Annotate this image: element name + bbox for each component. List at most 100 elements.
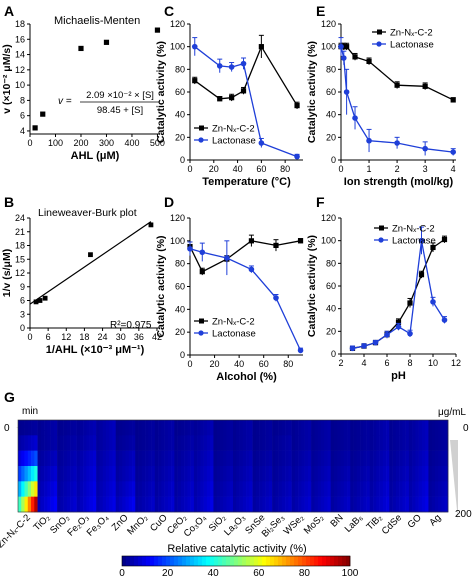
g-heatmap-cell [164, 466, 169, 482]
g-heatmap-cell [167, 450, 172, 467]
c-x-tick-label: 20 [209, 164, 219, 174]
g-heatmap-cell [184, 420, 188, 436]
g-heatmap-cell [373, 420, 377, 436]
g-colorbar-tick-label: 20 [162, 568, 174, 577]
g-heatmap-cell [242, 450, 247, 467]
g-heatmap-cell [40, 496, 45, 513]
g-heatmap-cell [288, 435, 292, 451]
a-point [78, 45, 84, 52]
g-heatmap-cell [164, 435, 169, 451]
g-heatmap-cell [405, 450, 410, 467]
g-heatmap-cell [363, 496, 367, 513]
b-point [33, 299, 39, 305]
g-heatmap-cell [60, 496, 64, 513]
b-y-tick-label: 18 [15, 241, 25, 251]
g-heatmap-cell [311, 420, 315, 436]
c-y-tick-label: 0 [180, 155, 185, 165]
g-heatmap-cell [53, 481, 58, 497]
d-point [273, 242, 279, 248]
g-heatmap-cell [386, 450, 390, 467]
g-heatmap-cell [21, 466, 25, 482]
g-heatmap-cell [70, 450, 74, 467]
g-heatmap-cell [92, 496, 97, 513]
g-colorbar-segment [134, 556, 139, 566]
g-heatmap-cell [219, 481, 224, 497]
f-point [395, 319, 402, 325]
g-heatmap-cell [249, 496, 253, 513]
g-heatmap-cell [83, 420, 87, 436]
e-point [352, 54, 358, 60]
g-heatmap-cell [392, 496, 397, 513]
g-heatmap-cell [425, 450, 429, 467]
g-heatmap-cell [190, 450, 195, 467]
g-heatmap-cell [27, 420, 32, 436]
g-heatmap-cell [105, 496, 110, 513]
g-heatmap-cell [343, 420, 348, 436]
f-y-tick-label: 0 [331, 349, 336, 359]
g-heatmap-cell [63, 435, 68, 451]
c-x-tick-label: 80 [280, 164, 290, 174]
g-heatmap-cell [167, 420, 172, 436]
g-column [233, 420, 253, 513]
g-heatmap-cell [174, 450, 178, 467]
g-heatmap-cell [187, 435, 191, 451]
a-y-tick-label: 18 [15, 19, 25, 29]
g-heatmap-cell [200, 435, 204, 451]
g-heatmap-cell [66, 496, 71, 513]
g-colorbar-segment [222, 556, 227, 566]
g-heatmap-cell [347, 481, 351, 497]
g-heatmap-cell [31, 481, 35, 497]
g-heatmap-cell [415, 481, 419, 497]
g-heatmap-cell [268, 481, 273, 497]
g-colorbar-segment [298, 556, 303, 566]
g-heatmap-cell [180, 496, 185, 513]
g-heatmap-cell [164, 481, 169, 497]
e-x-tick-label: 0 [338, 164, 343, 174]
g-colorbar-segment [234, 556, 239, 566]
e-legend-label: Zn-Nₓ-C-2 [390, 28, 433, 39]
g-heatmap-cell [18, 435, 22, 451]
g-heatmap-cell [158, 420, 162, 436]
g-heatmap-cell [408, 481, 413, 497]
g-heatmap-cell [363, 435, 367, 451]
g-heatmap-cell [44, 481, 48, 497]
g-heatmap-cell [347, 496, 351, 513]
a-y-axis-title: v (×10⁻² μM/s) [1, 44, 13, 113]
g-heatmap-cell [395, 420, 400, 436]
g-heatmap-cell [278, 466, 283, 482]
g-colorbar-segment [142, 556, 147, 566]
d-legend-marker [199, 318, 204, 324]
g-heatmap-cell [255, 496, 260, 513]
g-heatmap-cell [128, 450, 133, 467]
g-heatmap-cell [184, 435, 188, 451]
g-heatmap-cell [171, 450, 175, 467]
g-colorbar-segment [322, 556, 327, 566]
g-heatmap-cell [122, 466, 126, 482]
g-heatmap-cell [92, 450, 97, 467]
g-heatmap-cell [363, 450, 367, 467]
g-heatmap-cell [294, 496, 299, 513]
g-heatmap-cell [363, 466, 367, 482]
panel-label-a: A [4, 3, 14, 19]
g-heatmap-cell [418, 481, 423, 497]
g-heatmap-cell [233, 435, 237, 451]
g-heatmap-cell [382, 481, 387, 497]
g-heatmap-cell [223, 496, 227, 513]
g-heatmap-cell [376, 435, 380, 451]
g-heatmap-cell [298, 420, 302, 436]
g-heatmap-cell [304, 496, 309, 513]
g-heatmap-cell [213, 450, 218, 467]
g-heatmap-cell [265, 420, 270, 436]
g-heatmap-cell [177, 420, 182, 436]
g-heatmap-cell [353, 466, 358, 482]
g-heatmap-cell [434, 435, 439, 451]
g-heatmap-cell [187, 496, 191, 513]
g-heatmap-cell [47, 450, 51, 467]
g-heatmap-cell [369, 481, 374, 497]
g-heatmap-cell [317, 435, 322, 451]
g-heatmap-cell [434, 450, 439, 467]
g-material-label: GO [406, 512, 424, 530]
g-heatmap-cell [366, 450, 371, 467]
